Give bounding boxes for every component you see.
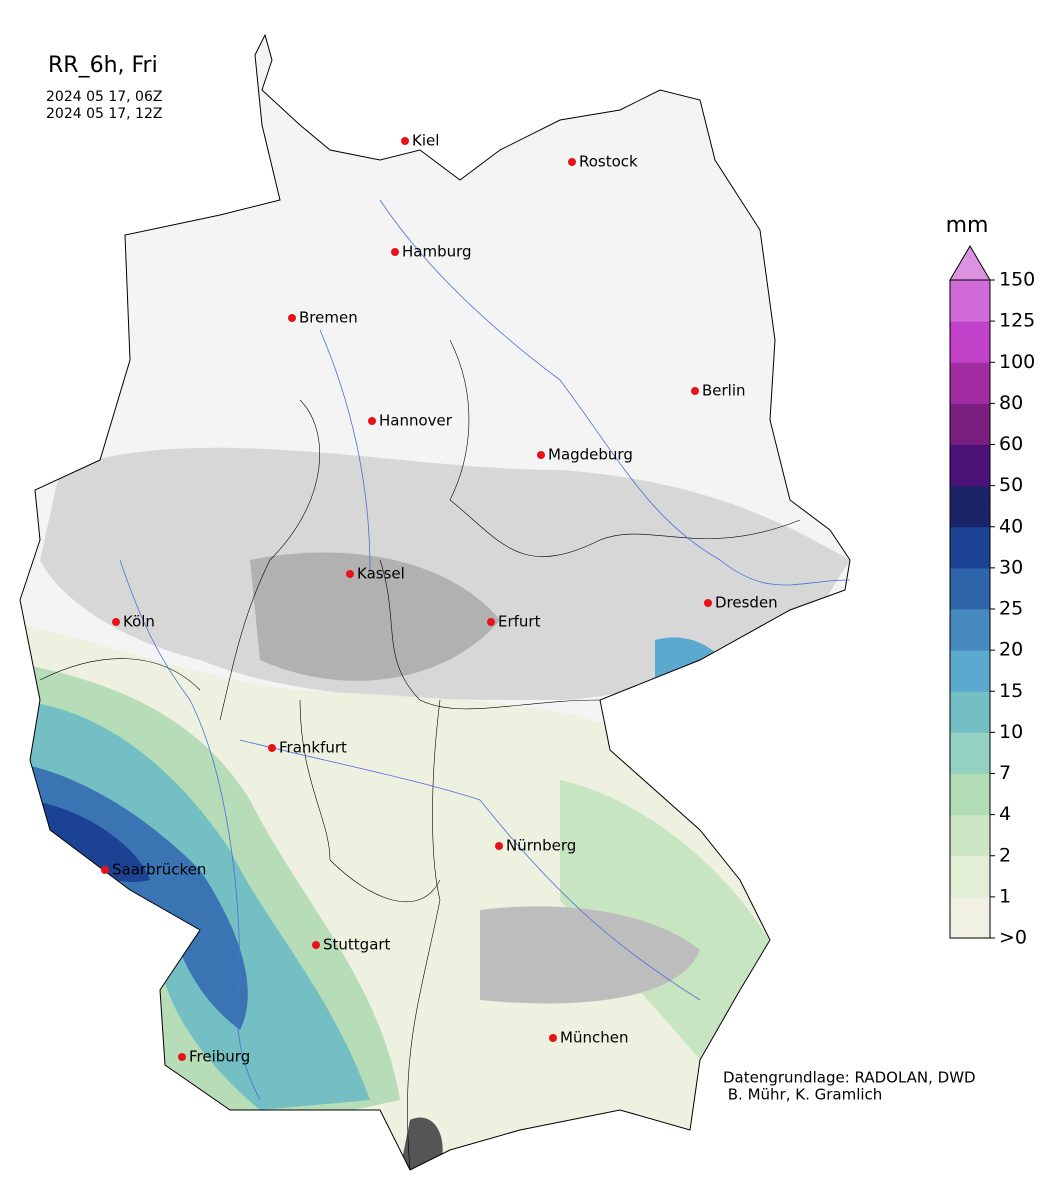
city: Hamburg [391, 243, 472, 261]
colorbar-tick-label: 125 [999, 310, 1035, 332]
city: Erfurt [487, 613, 541, 631]
city-label: Magdeburg [548, 446, 633, 464]
city: Dresden [704, 594, 778, 612]
city: Bremen [288, 309, 358, 327]
city-label: München [560, 1029, 628, 1047]
city-label: Erfurt [498, 613, 541, 631]
city: Freiburg [178, 1048, 250, 1066]
colorbar-tick-label: 15 [999, 680, 1023, 702]
colorbar-tick-label: 150 [999, 269, 1035, 291]
colorbar-tick-label: 20 [999, 639, 1023, 661]
colorbar-band [950, 362, 990, 404]
colorbar-band [950, 485, 990, 528]
colorbar-tick-label: 10 [999, 721, 1023, 743]
state-borders [39, 339, 801, 1171]
valid-from: 2024 05 17, 06Z [46, 89, 162, 105]
credit: B. Mühr, K. Gramlich [723, 1086, 882, 1104]
city-label: Saarbrücken [112, 861, 206, 879]
city-label: Kassel [357, 565, 405, 583]
colorbar-tick-label: 100 [999, 351, 1035, 373]
colorbar-band [950, 609, 990, 651]
city: Kiel [401, 132, 439, 150]
city: Kassel [346, 565, 405, 583]
colorbar-band [950, 814, 990, 857]
colorbar-tick-label: 4 [999, 803, 1011, 825]
rivers [119, 199, 851, 1101]
colorbar-tick-label: 25 [999, 598, 1023, 620]
colorbar-tick-label: 80 [999, 392, 1023, 414]
city-label: Rostock [579, 153, 638, 171]
city-label: Hannover [379, 412, 453, 430]
colorbar-tick-label: 40 [999, 515, 1023, 537]
cities: Kiel Rostock Hamburg Bremen Berlin Hanno… [101, 132, 778, 1066]
city: Nürnberg [495, 837, 576, 855]
city-label: Dresden [715, 594, 778, 612]
colorbar-band [950, 403, 990, 445]
city-label: Stuttgart [323, 936, 391, 954]
colorbar-tick-label: 1 [999, 885, 1011, 907]
city: Frankfurt [268, 739, 347, 757]
colorbar-band [950, 526, 990, 569]
city-label: Frankfurt [279, 739, 347, 757]
city: Hannover [368, 412, 453, 430]
city: Magdeburg [537, 446, 633, 464]
colorbar-tick-label: >0 [999, 927, 1027, 949]
colorbar-tick-label: 7 [999, 762, 1011, 784]
city-label: Bremen [299, 309, 358, 327]
colorbar-band [950, 321, 990, 363]
colorbar-band [950, 691, 990, 733]
colorbar-unit: mm [946, 213, 989, 238]
colorbar-band [950, 896, 990, 939]
city: Berlin [691, 382, 746, 400]
city: Stuttgart [312, 936, 391, 954]
city-label: Köln [123, 613, 155, 631]
colorbar: >0 1 2 4 7 10 15 20 25 30 40 50 60 80 100 125 150 [949, 245, 1035, 949]
colorbar-band [950, 567, 990, 610]
colorbar-band [950, 280, 990, 322]
city: Köln [112, 613, 155, 631]
city: München [549, 1029, 628, 1047]
colorbar-tick-label: 2 [999, 844, 1011, 866]
colorbar-tick-label: 60 [999, 433, 1023, 455]
colorbar-band [950, 650, 990, 692]
city-label: Berlin [702, 382, 746, 400]
colorbar-tick-label: 30 [999, 556, 1023, 578]
colorbar-band [950, 855, 990, 898]
city: Saarbrücken [101, 861, 206, 879]
city-label: Kiel [412, 132, 439, 150]
map-title: RR_6h, Fri [48, 53, 158, 78]
valid-to: 2024 05 17, 12Z [46, 106, 162, 122]
city: Rostock [568, 153, 638, 171]
city-label: Freiburg [189, 1048, 250, 1066]
city-label: Hamburg [402, 243, 472, 261]
credit: Datengrundlage: RADOLAN, DWD [723, 1069, 976, 1087]
colorbar-band [950, 732, 990, 774]
city-label: Nürnberg [506, 837, 576, 855]
colorbar-band [950, 773, 990, 816]
colorbar-tick-label: 50 [999, 474, 1023, 496]
colorbar-extend [949, 245, 991, 281]
colorbar-band [950, 444, 990, 487]
